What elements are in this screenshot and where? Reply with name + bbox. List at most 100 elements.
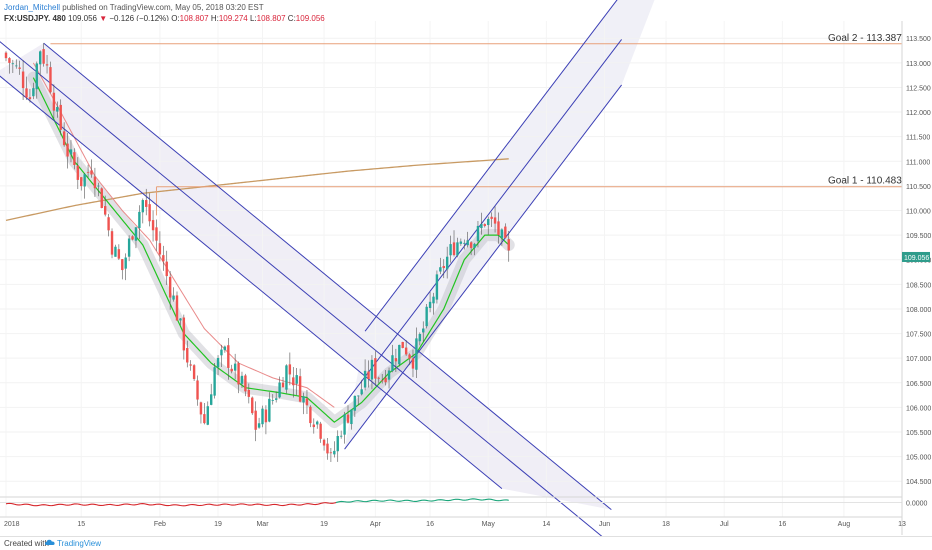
time-tick-label: Aug — [838, 521, 851, 528]
price-tick-label: 110.500 — [906, 184, 931, 191]
up-channel-lower-line — [364, 0, 618, 332]
candle-body — [45, 64, 49, 66]
candle-body — [387, 370, 391, 380]
oscillator-line — [5, 502, 337, 507]
candle-body — [305, 398, 309, 406]
candle-body — [182, 317, 186, 351]
candle-body — [213, 367, 216, 396]
candle-body — [62, 131, 66, 146]
candle-body — [42, 49, 45, 64]
symbol-label: FX:USDJPY, 480 — [4, 14, 66, 23]
candle-body — [350, 409, 353, 425]
candle-body — [158, 243, 162, 255]
price-tick-label: 105.000 — [906, 455, 931, 462]
down-channel-lower-line — [0, 75, 503, 490]
candle-body — [192, 365, 196, 379]
candle-body — [292, 377, 295, 386]
candle-body — [114, 246, 117, 257]
candle-body — [449, 244, 452, 256]
price-tick-label: 105.500 — [906, 430, 931, 437]
last-price-text: 109.056 — [68, 14, 97, 23]
time-tick-label: Apr — [370, 521, 382, 528]
candle-body — [127, 238, 131, 257]
down-channel-fill — [0, 43, 612, 510]
candle-body — [145, 200, 148, 207]
footer: Created with TradingView — [0, 536, 932, 550]
candle-body — [90, 170, 93, 175]
candle-body — [223, 346, 227, 351]
candle-body — [4, 52, 8, 59]
down-channel-mid-line — [0, 41, 612, 545]
candle-body — [69, 149, 73, 155]
candle-body — [107, 217, 110, 231]
price-tick-label: 110.000 — [906, 209, 931, 216]
candle-body — [326, 443, 329, 454]
candle-body — [425, 306, 428, 327]
candle-body — [240, 375, 244, 384]
candle-body — [281, 382, 285, 388]
time-tick-label: 16 — [778, 521, 786, 528]
candle-body — [66, 143, 69, 157]
time-tick-label: Jun — [599, 521, 610, 528]
candle-body — [442, 266, 445, 269]
candle-body — [391, 355, 394, 372]
candle-body — [165, 261, 168, 277]
price-tick-label: 109.500 — [906, 233, 931, 240]
candle-body — [257, 423, 261, 428]
candle-body — [80, 177, 83, 187]
time-tick-label: Feb — [154, 521, 166, 528]
tradingview-link[interactable]: TradingView — [57, 539, 102, 548]
candle-body — [18, 67, 21, 69]
candle-body — [432, 296, 435, 304]
time-axis[interactable]: 2018 15 Feb 19 Mar 19 Apr 16 May 14 Jun 18 Jul 16 Aug 1… — [0, 516, 906, 528]
symbol-line: FX:USDJPY, 480 109.056 ▼ −0.126 (−0.12%)… — [4, 13, 325, 24]
ema-red-line — [32, 62, 335, 408]
price-tick-label: 107.000 — [906, 356, 931, 363]
close-value: 109.056 — [295, 14, 325, 23]
candle-body — [452, 242, 456, 256]
candle-body — [329, 452, 333, 454]
candle-body — [59, 104, 62, 130]
candle-body — [408, 354, 411, 359]
low-value: 108.807 — [256, 14, 286, 23]
time-tick-label: Mar — [256, 521, 269, 528]
candle-body — [244, 375, 247, 392]
candle-body — [309, 406, 312, 424]
candle-body — [367, 371, 370, 379]
close-label: C: — [287, 14, 296, 23]
price-tick-label: 106.500 — [906, 381, 931, 388]
candles — [4, 43, 510, 462]
time-tick-label: 19 — [320, 521, 328, 528]
candle-body — [322, 439, 326, 446]
oscillator-pane: 0.0000 — [0, 496, 928, 508]
price-tick-label: 112.500 — [906, 85, 931, 92]
candle-body — [493, 217, 497, 224]
candle-body — [497, 221, 500, 235]
oscillator-line — [335, 498, 509, 504]
candle-body — [476, 225, 480, 242]
up-channel-upper-line — [344, 84, 622, 450]
candle-body — [463, 242, 466, 244]
ema-green-line — [32, 77, 510, 423]
candle-body — [435, 274, 439, 300]
candle-body — [172, 295, 175, 300]
candle-body — [370, 359, 374, 380]
channel-lines — [0, 0, 622, 545]
candle-body — [151, 220, 155, 231]
price-axis[interactable]: 113.500 113.000 112.500 112.000 111.500 111.0… — [901, 21, 931, 535]
candle-body — [428, 301, 432, 308]
author-link[interactable]: Jordan_Mitchell — [4, 3, 61, 12]
candle-body — [456, 242, 459, 256]
time-tick-label: 2018 — [4, 521, 20, 528]
candle-body — [134, 227, 138, 241]
candle-body — [312, 424, 315, 428]
candle-body — [210, 394, 213, 405]
candle-body — [179, 318, 182, 321]
candle-body — [271, 400, 274, 401]
candle-body — [357, 395, 360, 397]
candle-body — [175, 295, 179, 321]
candle-body — [363, 370, 367, 388]
candle-body — [138, 211, 141, 229]
candle-body — [227, 345, 230, 368]
